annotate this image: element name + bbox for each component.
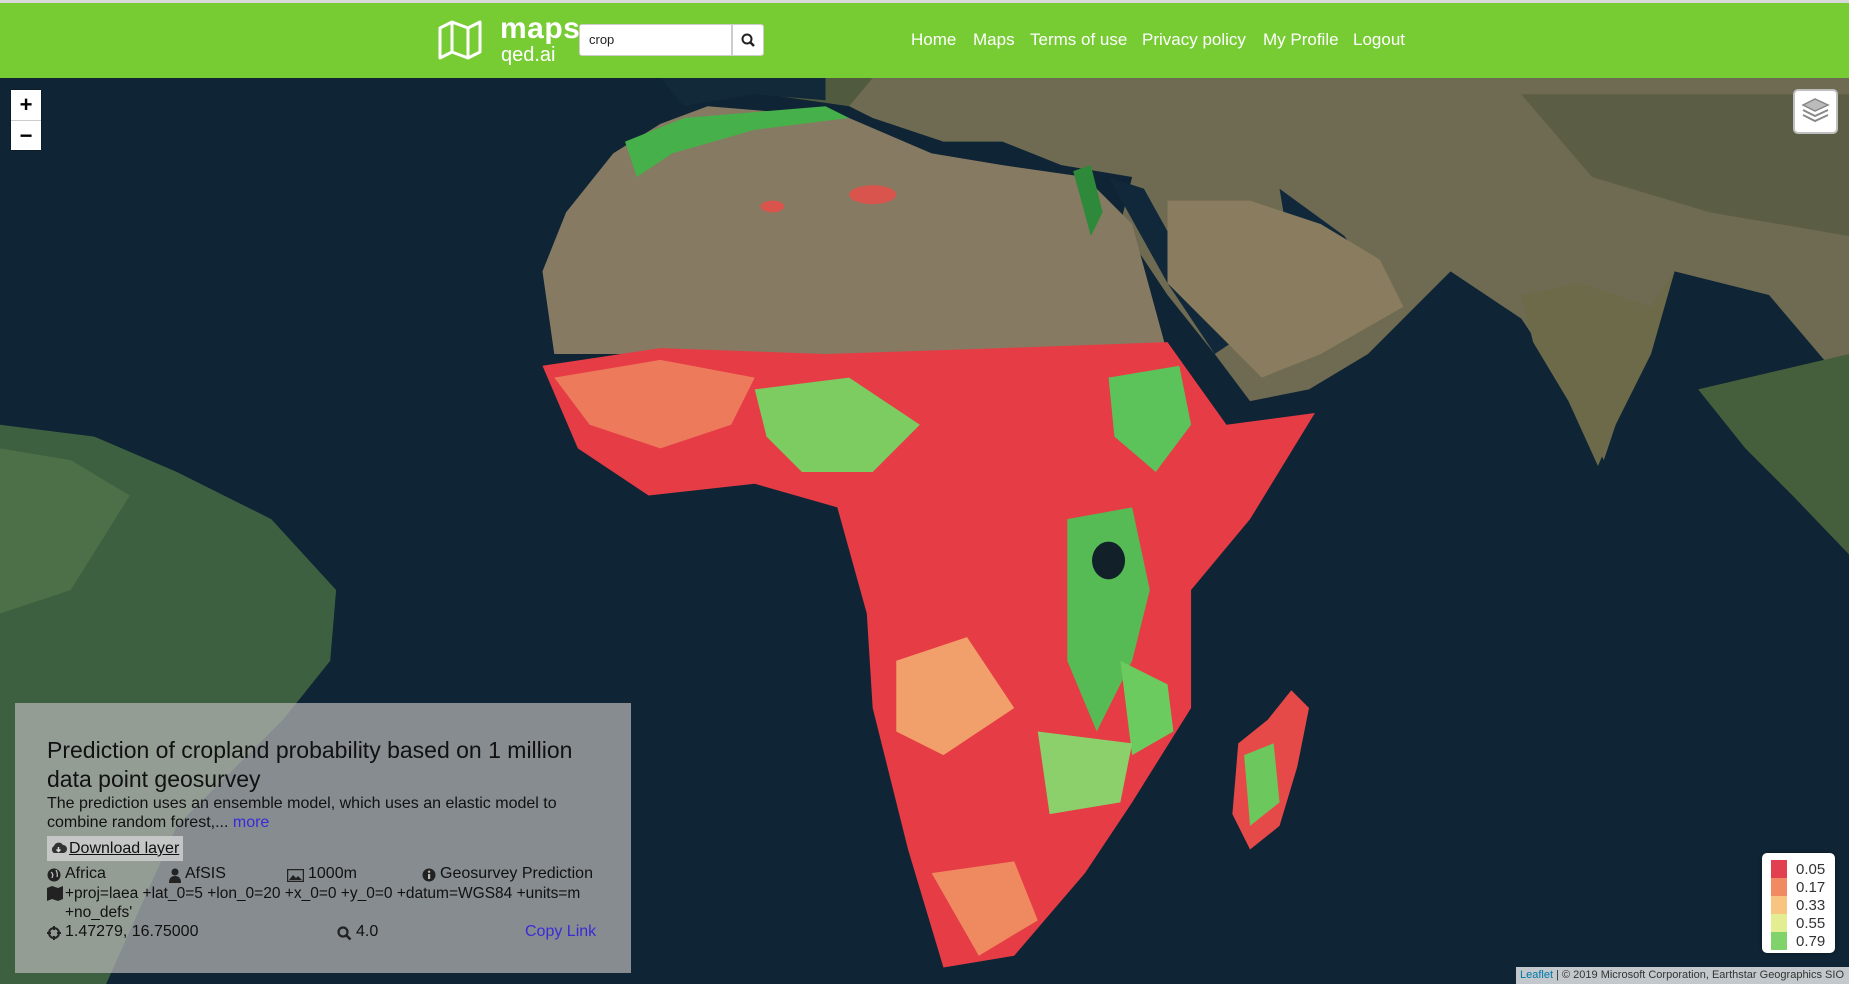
info-panel: Prediction of cropland probability based… [15, 703, 631, 973]
more-link[interactable]: more [232, 814, 270, 831]
nav-link[interactable]: My Profile [1263, 30, 1339, 49]
nav-link[interactable]: Home [911, 30, 957, 49]
zoom-level: 4.0 [356, 923, 379, 940]
legend-label: 0.55 [1796, 915, 1826, 932]
logo-subtitle[interactable]: qed.ai [501, 44, 556, 66]
legend-label: 0.05 [1796, 861, 1826, 878]
nav-link[interactable]: Logout [1353, 30, 1405, 49]
legend-swatch [1771, 914, 1787, 932]
nav-link[interactable]: Maps [973, 30, 1015, 49]
region: Africa [65, 865, 106, 882]
nav-link[interactable]: Privacy policy [1142, 30, 1246, 49]
description-text: The prediction uses an ensemble model, w… [47, 795, 557, 831]
legend-label: 0.17 [1796, 879, 1826, 896]
layers-button[interactable] [1793, 89, 1838, 134]
layers-icon [1801, 98, 1830, 123]
source: AfSIS [185, 865, 226, 882]
logo-icon[interactable] [438, 20, 482, 60]
info-icon [422, 868, 436, 882]
resolution: 1000m [308, 865, 357, 882]
download-text: Download layer [69, 840, 180, 857]
coordinates: 1.47279, 16.75000 [65, 923, 199, 940]
map-icon [47, 886, 63, 901]
zoom-out[interactable]: − [11, 120, 41, 150]
nav-link[interactable]: Terms of use [1030, 30, 1128, 49]
legend-swatch [1771, 932, 1787, 950]
attribution: Leaflet | © 2019 Microsoft Corporation, … [1516, 967, 1849, 984]
zoom-icon [337, 926, 352, 941]
download-icon [51, 842, 67, 853]
legend-label: 0.33 [1796, 897, 1826, 914]
copy-link[interactable]: Copy Link [525, 923, 597, 940]
search-input[interactable]: crop [579, 24, 732, 56]
globe-icon [47, 868, 61, 882]
legend-swatch [1771, 878, 1787, 896]
top-border [0, 0, 1849, 3]
image-icon [287, 869, 304, 882]
search-button[interactable] [732, 24, 764, 56]
crosshair-icon [47, 926, 61, 940]
projection: +proj=laea +lat_0=5 +lon_0=20 +x_0=0 +y_… [65, 885, 581, 921]
user-icon [169, 868, 181, 883]
download-button[interactable]: Download layer [47, 836, 184, 861]
legend: 0.05 0.17 0.33 0.55 0.79 [1762, 853, 1835, 953]
zoom-in[interactable]: + [11, 90, 41, 120]
layer-type: Geosurvey Prediction [440, 865, 593, 882]
layer-title: Prediction of cropland probability based… [47, 737, 573, 792]
search-icon [741, 33, 755, 47]
attribution-text: | © 2019 Microsoft Corporation, Earthsta… [1553, 969, 1845, 981]
legend-label: 0.79 [1796, 933, 1826, 950]
layer-description: The prediction uses an ensemble model, w… [47, 794, 607, 832]
logo-name[interactable]: maps [500, 12, 581, 45]
attribution-link[interactable]: Leaflet [1520, 969, 1554, 981]
legend-swatch [1771, 860, 1787, 878]
legend-swatch [1771, 896, 1787, 914]
header [0, 3, 1849, 78]
